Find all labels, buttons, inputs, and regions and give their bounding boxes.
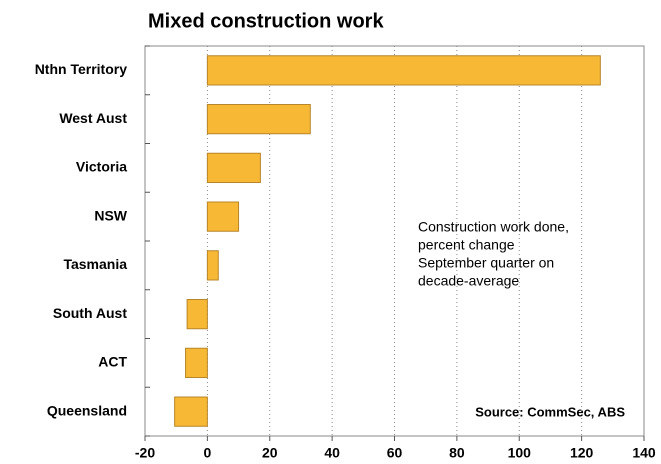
bar	[174, 396, 208, 427]
source: Source: CommSec, ABS	[475, 404, 625, 419]
bar	[185, 347, 208, 378]
y-tick-label: Victoria	[76, 159, 127, 175]
x-tick-label: 80	[449, 445, 465, 461]
y-tick-label: South Aust	[53, 305, 127, 321]
y-tick-label: Nthn Territory	[35, 61, 128, 77]
y-tick-label: NSW	[94, 207, 127, 223]
bar	[206, 55, 601, 86]
x-tick-label: -20	[135, 445, 155, 461]
x-tick-label: 100	[508, 445, 532, 461]
chart-title: Mixed construction work	[148, 10, 384, 32]
annotation: decade-average	[418, 273, 519, 289]
bar	[206, 152, 261, 183]
x-tick-label: 120	[570, 445, 594, 461]
bar	[206, 104, 311, 135]
annotation: percent change	[418, 237, 515, 253]
y-tick-label: ACT	[98, 354, 127, 370]
y-tick-label: Queensland	[47, 402, 127, 418]
x-tick-label: 40	[324, 445, 340, 461]
x-tick-label: 0	[203, 445, 211, 461]
bar	[186, 299, 208, 330]
x-tick-label: 140	[632, 445, 656, 461]
annotation: Construction work done,	[418, 219, 569, 235]
y-tick-label: Tasmania	[63, 256, 127, 272]
bar	[206, 250, 219, 281]
x-tick-label: 20	[262, 445, 278, 461]
bar	[206, 201, 240, 232]
y-tick-label: West Aust	[59, 110, 127, 126]
x-tick-label: 60	[387, 445, 403, 461]
annotation: September quarter on	[418, 255, 554, 271]
